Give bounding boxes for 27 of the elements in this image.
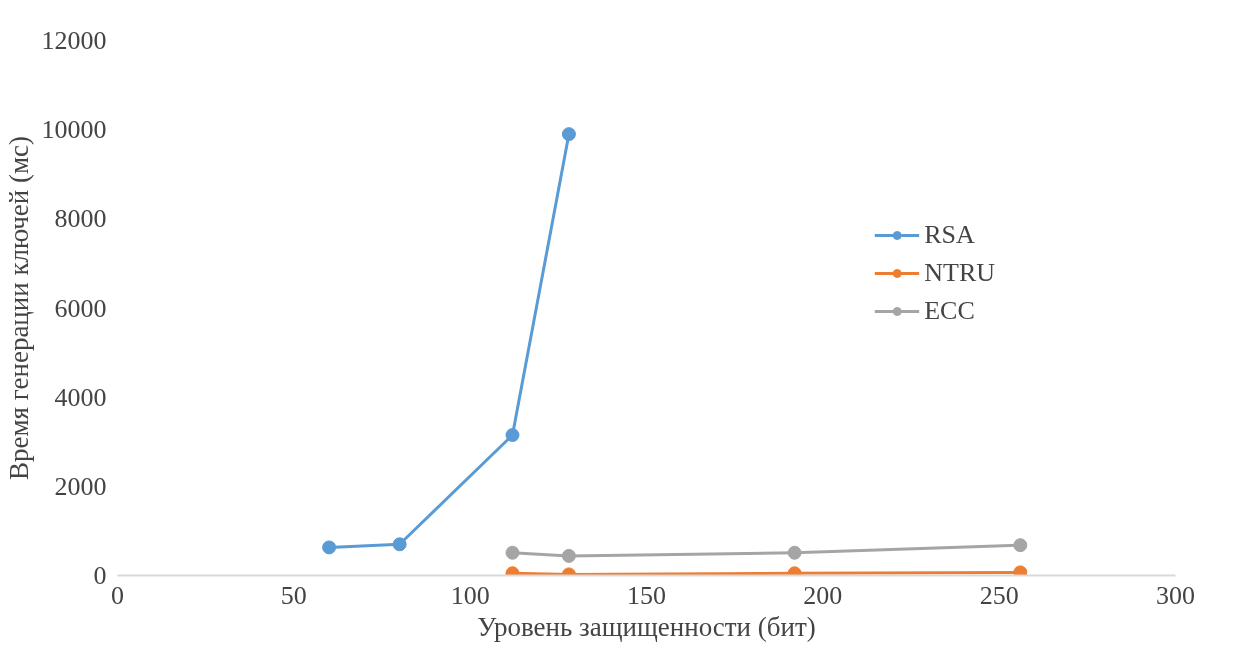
legend-label: RSA <box>924 220 975 250</box>
x-tick-label: 100 <box>450 580 490 610</box>
x-tick-label: 200 <box>803 580 843 610</box>
y-tick-label: 0 <box>93 561 107 590</box>
x-tick-label: 250 <box>979 580 1019 610</box>
y-axis-title: Время генерации ключей (мс) <box>3 135 34 481</box>
x-axis-title: Уровень защищенности (бит) <box>477 611 816 642</box>
point <box>392 537 407 552</box>
point <box>505 545 520 560</box>
point <box>561 548 576 563</box>
point <box>561 127 576 142</box>
point <box>1013 538 1028 553</box>
y-tick-label: 2000 <box>54 471 107 501</box>
y-tick-label: 6000 <box>54 293 107 323</box>
y-tick-label: 8000 <box>54 204 107 234</box>
x-tick-label: 150 <box>627 580 666 610</box>
point <box>322 540 337 555</box>
point <box>787 545 802 560</box>
y-tick-label: 10000 <box>41 115 107 145</box>
y-tick-label: 12000 <box>41 26 107 55</box>
point <box>1013 565 1028 576</box>
x-tick-label: 50 <box>280 580 307 610</box>
point <box>505 428 520 443</box>
legend-label: NTRU <box>924 258 995 288</box>
legend-label: ECC <box>924 296 975 326</box>
x-tick-label: 300 <box>1156 580 1195 610</box>
y-tick-label: 4000 <box>54 382 107 412</box>
